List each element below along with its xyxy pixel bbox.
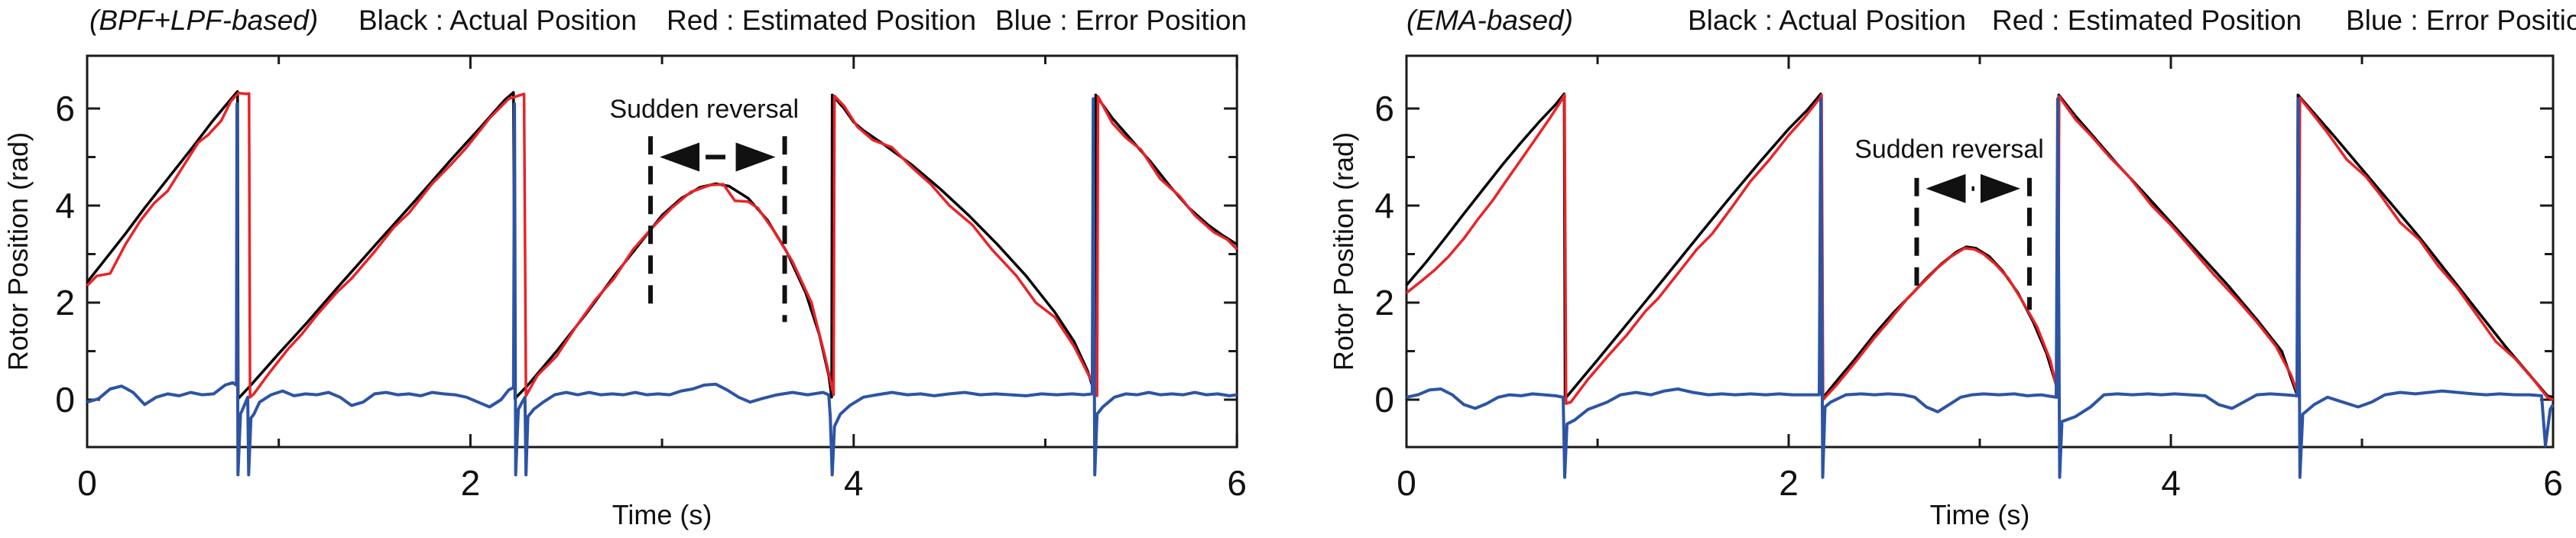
y-tick-label: 6 xyxy=(1374,89,1394,128)
y-tick-label: 4 xyxy=(1374,186,1394,225)
y-tick-label: 0 xyxy=(1374,380,1394,420)
legend-error: Blue : Error Position xyxy=(2346,5,2576,36)
legend-actual: Black : Actual Position xyxy=(1688,5,1967,36)
chart-canvas-bpf-lpf: 0 2 4 6 0 2 4 6 Time (s) Rotor Position (rad) Sudd… xyxy=(2,54,1247,530)
chart-panel-bpf-lpf: (BPF+LPF-based) Black : Actual Position … xyxy=(2,5,1247,530)
y-tick-label: 4 xyxy=(55,186,75,225)
arrowhead-left-icon xyxy=(660,142,700,172)
arrowhead-right-icon xyxy=(1981,173,2020,203)
x-tick-label: 0 xyxy=(1397,463,1416,503)
x-tick-label: 4 xyxy=(844,463,864,503)
actual-trace xyxy=(86,90,1238,400)
x-tick-label: 6 xyxy=(2543,463,2563,503)
x-tick-label: 2 xyxy=(461,463,481,503)
arrowhead-right-icon xyxy=(735,142,776,172)
y-tick-label: 0 xyxy=(55,380,75,420)
x-tick-label: 0 xyxy=(77,463,97,503)
x-tick-label: 2 xyxy=(1779,463,1799,503)
legend-actual: Black : Actual Position xyxy=(358,5,638,36)
error-trace xyxy=(86,97,1238,477)
x-axis-label: Time (s) xyxy=(1930,499,2030,530)
annotation-sudden-reversal: Sudden reversal xyxy=(1854,135,2044,164)
error-trace xyxy=(1406,97,2555,479)
x-tick-label: 6 xyxy=(1227,463,1247,503)
estimated-trace xyxy=(86,91,1238,399)
x-axis-label: Time (s) xyxy=(612,499,712,530)
x-tick-label: 4 xyxy=(2161,463,2181,503)
legend-estimated: Red : Estimated Position xyxy=(1992,5,2302,36)
legend-estimated: Red : Estimated Position xyxy=(667,5,977,36)
y-tick-label: 2 xyxy=(55,283,75,322)
method-label: (EMA-based) xyxy=(1406,5,1573,36)
estimated-trace xyxy=(1405,93,2554,405)
method-label: (BPF+LPF-based) xyxy=(89,5,319,36)
chart-panel-ema: (EMA-based) Black : Actual Position Red … xyxy=(1288,0,2576,538)
annotation-sudden-reversal: Sudden reversal xyxy=(609,95,799,124)
arrowhead-left-icon xyxy=(1926,173,1966,203)
chart-canvas-ema: 0 2 4 6 0 2 4 6 Time (s) Rotor Position (rad) Sudd… xyxy=(1328,54,2563,530)
y-axis-label: Rotor Position (rad) xyxy=(1328,132,1359,371)
y-tick-label: 6 xyxy=(55,89,75,128)
y-tick-label: 2 xyxy=(1374,283,1394,322)
legend-error: Blue : Error Position xyxy=(995,5,1247,36)
y-axis-label: Rotor Position (rad) xyxy=(2,132,34,371)
